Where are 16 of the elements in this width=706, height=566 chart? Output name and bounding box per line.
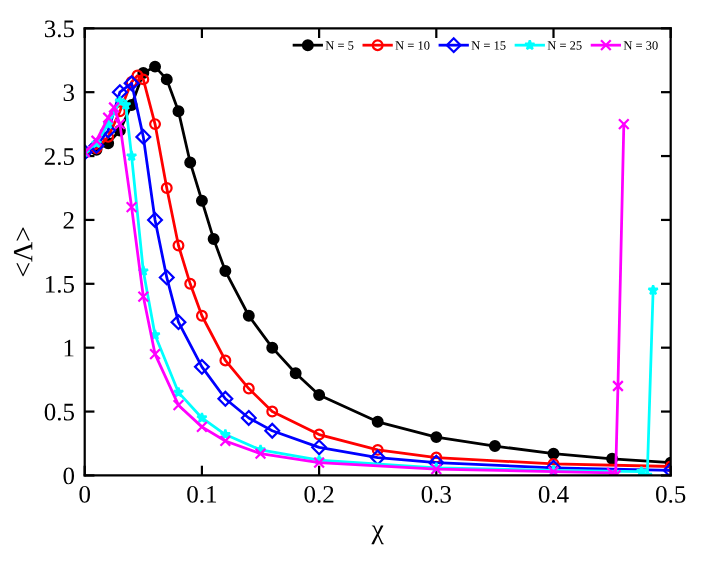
x-tick-label: 0.2 (304, 485, 334, 503)
y-tick-label: 2 (63, 212, 74, 229)
x-tick-label: 0.4 (538, 485, 569, 503)
x-tick-label: 0.1 (187, 485, 217, 503)
y-tick-label: 0 (63, 467, 75, 485)
y-axis-title: <Λ> (13, 227, 33, 277)
x-tick-label: 0 (79, 485, 91, 503)
y-tick-label: 2.5 (44, 148, 75, 166)
y-tick-label: 3.5 (44, 20, 75, 38)
x-axis-title: χ (371, 525, 384, 545)
x-tick-label: 0.5 (656, 485, 686, 503)
y-tick-label: 0.5 (44, 403, 75, 421)
x-tick-label: 0.3 (421, 485, 451, 503)
y-tick-label: 3 (63, 84, 75, 102)
y-tick-label: 1 (64, 339, 74, 357)
y-tick-label: 1.5 (45, 275, 75, 293)
